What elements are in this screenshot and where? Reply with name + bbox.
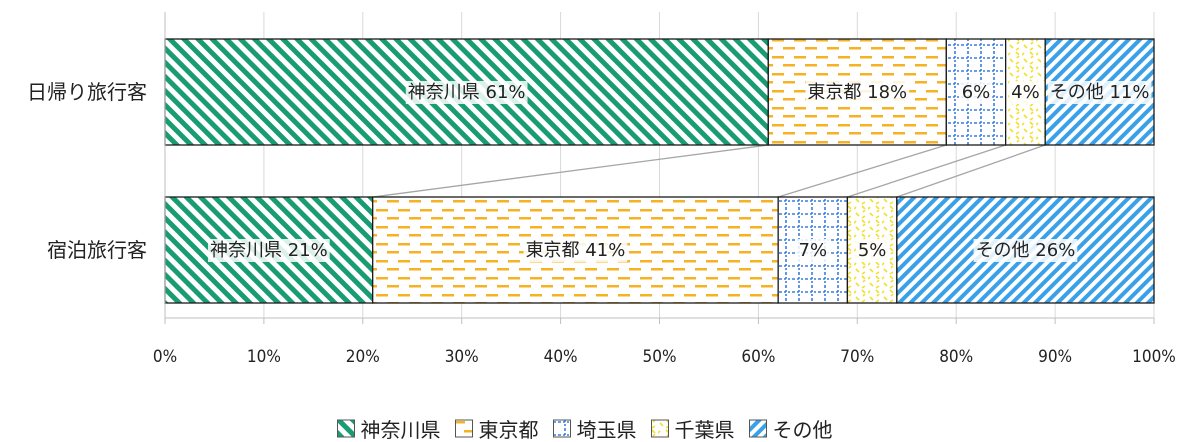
x-tick-label: 60%	[741, 347, 775, 367]
x-tick-label: 90%	[1038, 347, 1072, 367]
legend-swatch	[749, 419, 767, 438]
segment-label: その他 11%	[1050, 82, 1150, 103]
category-label: 宿泊旅行客	[47, 238, 147, 262]
x-tick-label: 80%	[939, 347, 973, 367]
series-connector-line	[847, 144, 1006, 198]
category-label: 日帰り旅行客	[27, 80, 147, 104]
legend-label: 埼玉県	[577, 418, 637, 442]
segment-label: その他 26%	[976, 240, 1076, 261]
x-tick-label: 40%	[544, 347, 578, 367]
segment-label-background	[973, 239, 1078, 262]
segment-label-background	[405, 81, 528, 104]
segment-label: 5%	[858, 240, 887, 261]
x-tick-label: 20%	[346, 347, 380, 367]
x-tick-label: 70%	[840, 347, 874, 367]
bar-segment	[164, 196, 374, 304]
x-tick-label: 100%	[1132, 347, 1176, 367]
segment-label-background	[1009, 81, 1042, 104]
series-connector-lines	[372, 144, 1046, 198]
segment-label: 7%	[799, 240, 828, 261]
segment-label-background	[855, 239, 889, 262]
legend-label: 東京都	[479, 418, 539, 442]
segment-label-background	[523, 239, 628, 262]
segment-label-background	[805, 81, 910, 104]
legend-swatch	[553, 419, 571, 438]
legend-item: その他	[749, 418, 833, 442]
segment-label: 東京都 41%	[526, 240, 626, 261]
series-connector-line	[777, 144, 947, 198]
x-tick-label: 30%	[445, 347, 479, 367]
segment-label: 神奈川県 21%	[210, 240, 328, 261]
legend-item: 東京都	[455, 418, 539, 442]
legend-item: 千葉県	[651, 418, 735, 442]
segment-labels: 神奈川県 61% 東京都 18% 6% 4% その他 11% 神奈川県 21% 東京都 41…	[207, 81, 1152, 262]
segment-label-background	[796, 239, 830, 262]
segment-label: 神奈川県 61%	[408, 82, 526, 103]
segment-label: 4%	[1011, 82, 1040, 103]
segment-label-background	[207, 239, 330, 262]
segment-label-background	[1047, 81, 1152, 104]
segment-label: 東京都 18%	[807, 82, 907, 103]
legend-swatch	[651, 419, 669, 438]
legend-label: その他	[773, 418, 833, 442]
segment-label-background	[959, 81, 993, 104]
legend-label: 神奈川県	[361, 418, 441, 442]
legend-swatch	[455, 419, 473, 438]
legend: 神奈川県 東京都 埼玉県 千葉県 その他	[337, 418, 833, 442]
x-tick-label: 50%	[643, 347, 677, 367]
legend-item: 埼玉県	[553, 418, 637, 442]
legend-label: 千葉県	[675, 418, 735, 442]
legend-swatch	[337, 419, 355, 438]
legend-item: 神奈川県	[337, 418, 441, 442]
x-tick-label: 10%	[247, 347, 281, 367]
series-connector-line	[896, 144, 1046, 198]
series-connector-line	[372, 144, 769, 198]
segment-label: 6%	[962, 82, 991, 103]
axes: 0% 10% 20% 30% 40% 50% 60% 70% 80% 90% 100% 日帰り旅行客宿…	[27, 12, 1176, 367]
x-tick-label: 0%	[153, 347, 177, 367]
